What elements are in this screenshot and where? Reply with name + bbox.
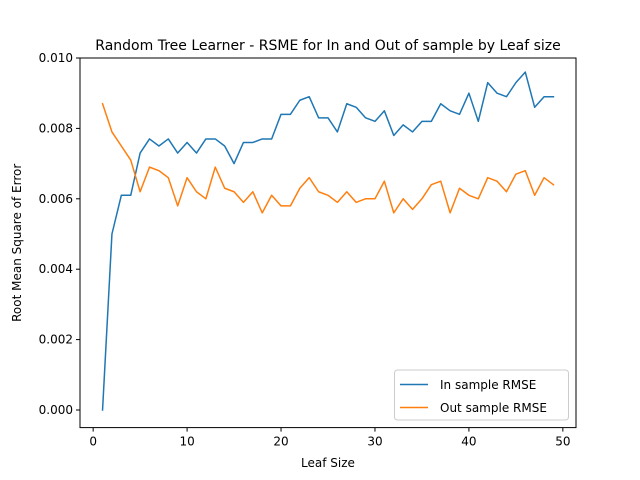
x-tick-label: 20	[273, 435, 288, 449]
series-line-1	[101, 102, 555, 214]
y-tick-label: 0.010	[39, 51, 73, 65]
x-tick-label: 50	[555, 435, 570, 449]
y-tick-label: 0.004	[39, 262, 73, 276]
series-line-0	[101, 71, 555, 411]
x-axis-label: Leaf Size	[301, 456, 355, 470]
legend-label-out-sample: Out sample RMSE	[440, 401, 547, 415]
y-axis-ticks: 0.000 0.002 0.004 0.006 0.008 0.010	[39, 51, 80, 417]
y-axis-label: Root Mean Square of Error	[10, 164, 24, 322]
x-tick-label: 40	[461, 435, 476, 449]
x-tick-label: 10	[179, 435, 194, 449]
legend: In sample RMSE Out sample RMSE	[394, 369, 569, 421]
legend-label-in-sample: In sample RMSE	[440, 378, 536, 392]
y-tick-label: 0.008	[39, 121, 73, 135]
legend-box	[394, 369, 569, 421]
plot-frame	[79, 57, 577, 429]
plot-lines	[101, 71, 555, 411]
chart-title: Random Tree Learner - RSME for In and Ou…	[95, 38, 560, 54]
x-tick-label: 0	[89, 435, 97, 449]
y-tick-label: 0.002	[39, 333, 73, 347]
y-tick-label: 0.000	[39, 403, 73, 417]
x-axis-ticks: 0 10 20 30 40 50	[89, 427, 570, 449]
y-tick-label: 0.006	[39, 192, 73, 206]
x-tick-label: 30	[367, 435, 382, 449]
